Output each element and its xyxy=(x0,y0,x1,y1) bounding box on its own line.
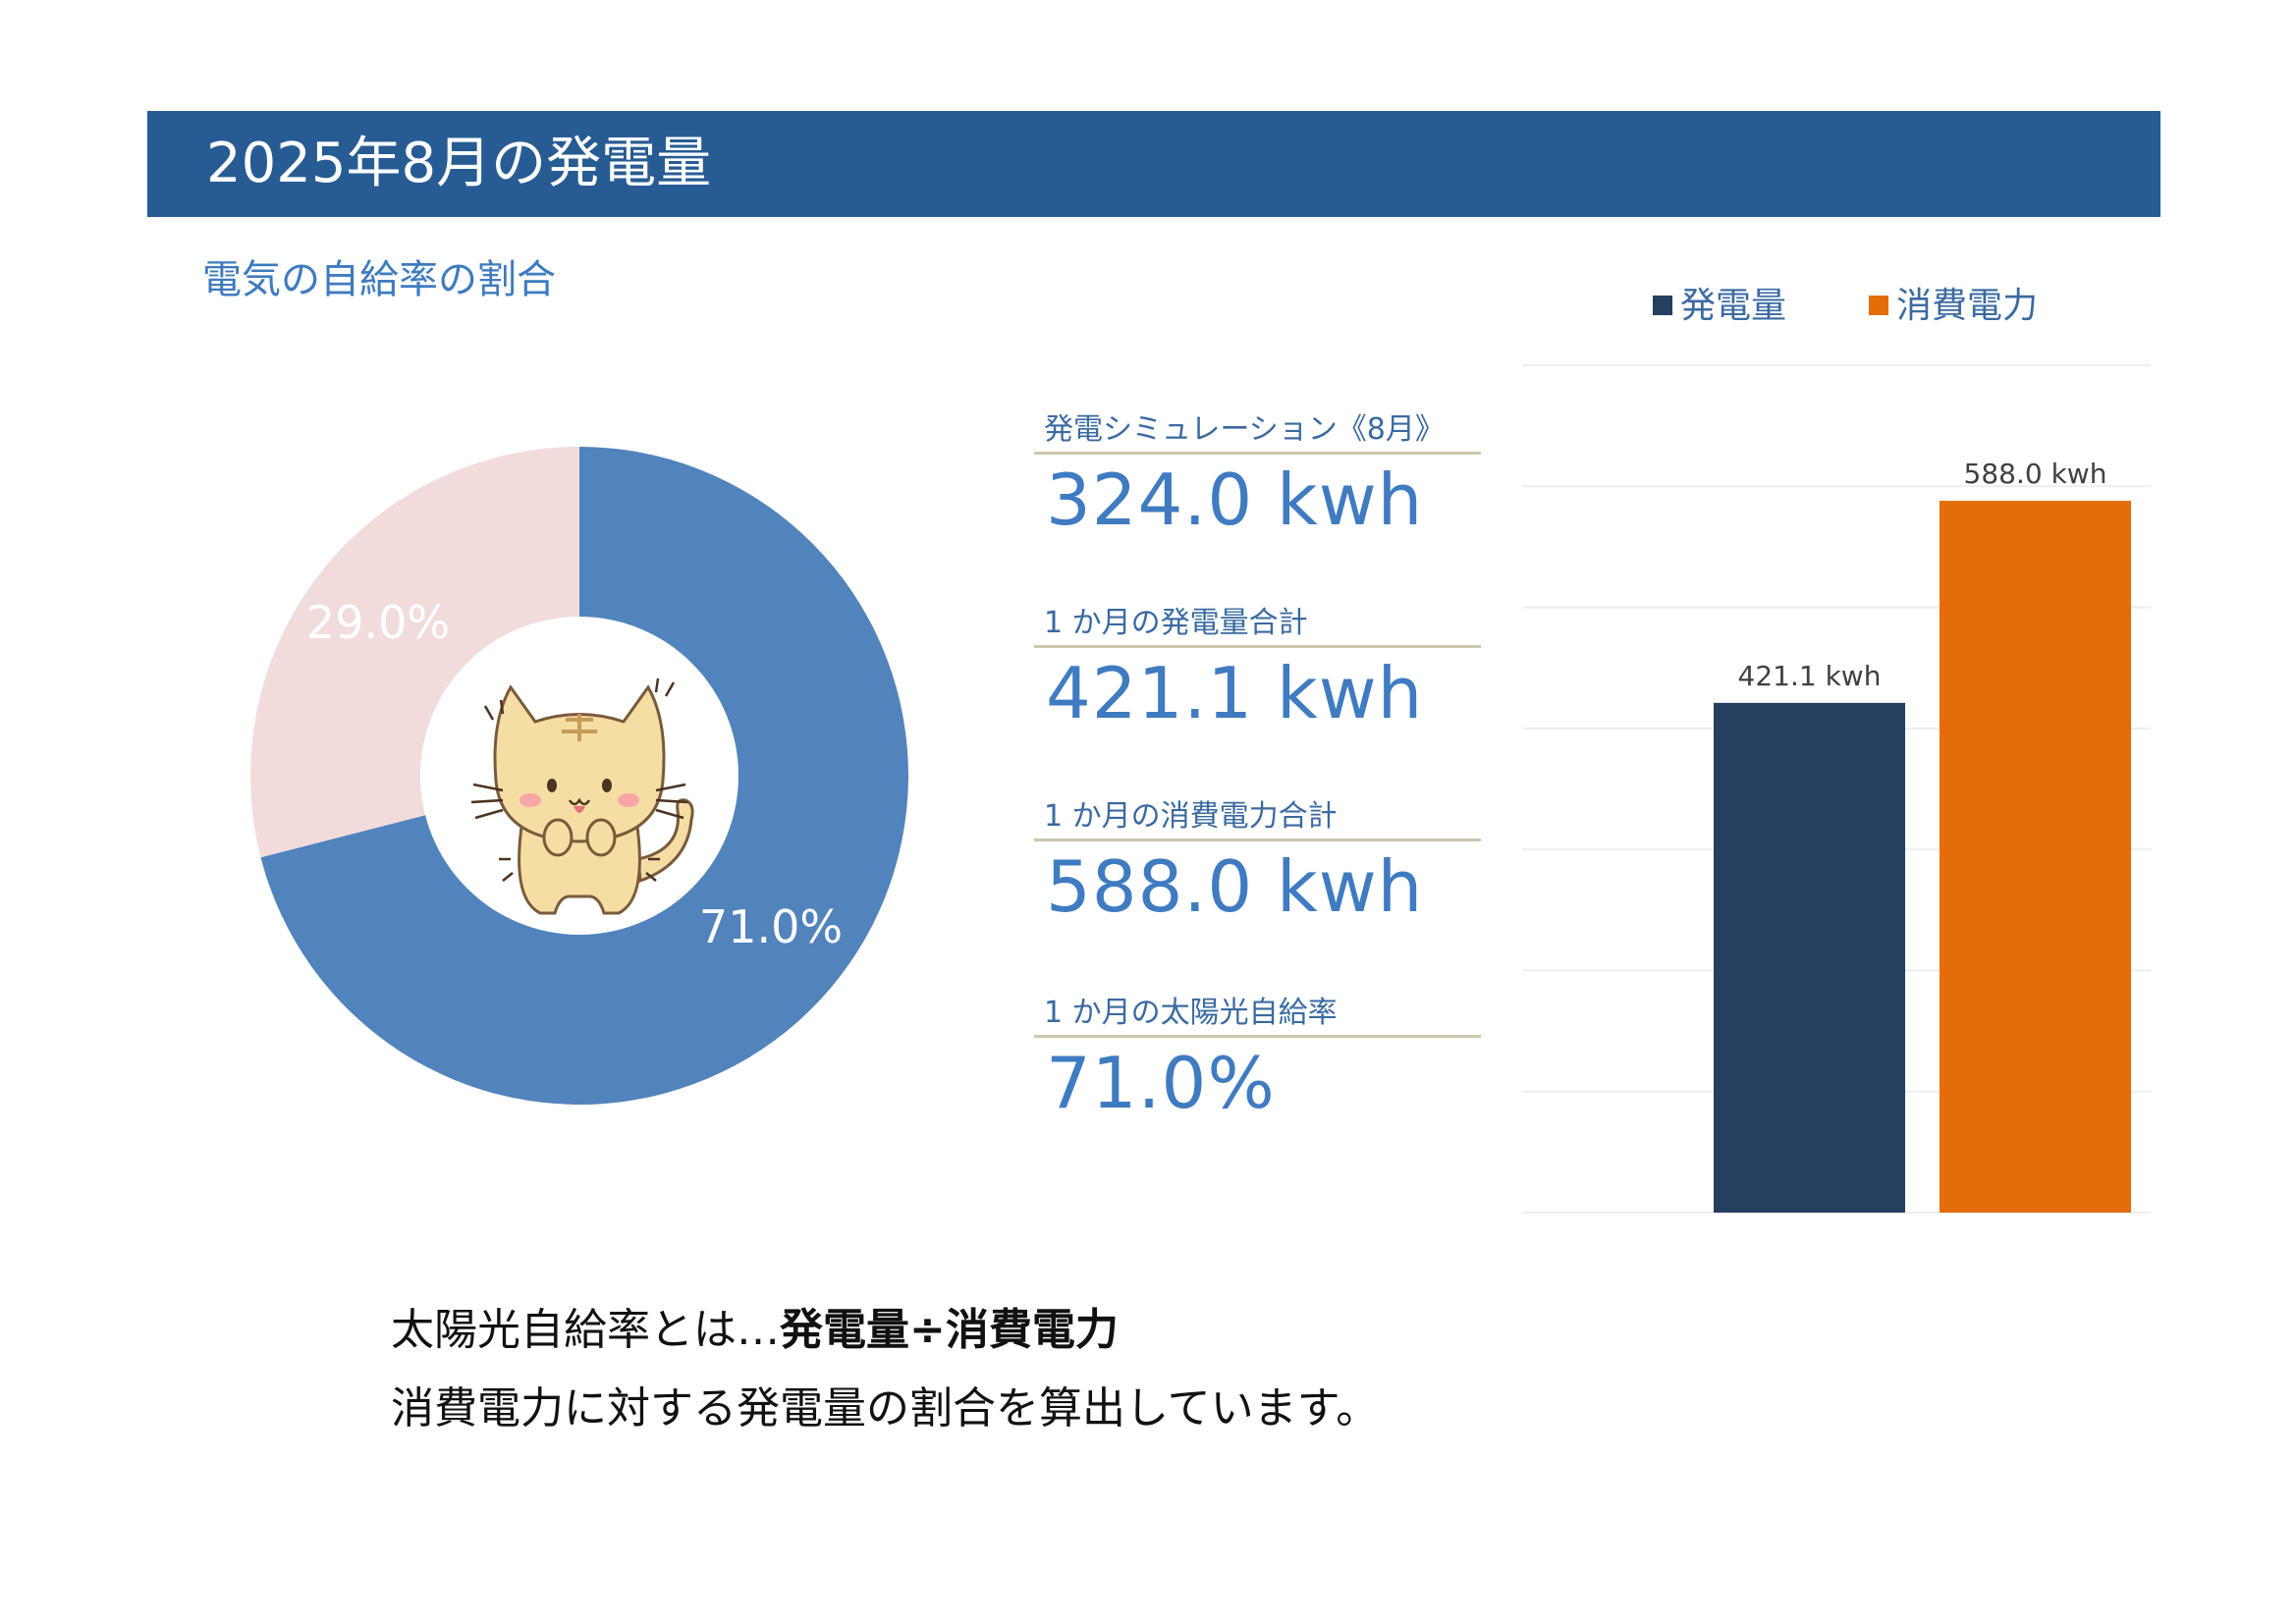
stat-consumption-total: 1 か月の消費電力合計 588.0 kwh xyxy=(1034,791,1481,928)
stat-self-sufficiency: 1 か月の太陽光自給率 71.0% xyxy=(1034,988,1481,1124)
bar-data-label: 421.1 kwh xyxy=(1738,660,1882,692)
stat-generation-total: 1 か月の発電量合計 421.1 kwh xyxy=(1034,598,1481,734)
bar-consumption xyxy=(1940,501,2131,1213)
self-sufficiency-donut-chart: 71.0% 29.0% xyxy=(249,447,909,1105)
page-title: 2025年8月の発電量 xyxy=(206,132,712,195)
cat-illustration xyxy=(470,677,694,915)
footer-definition: 太陽光自給率とは…発電量÷消費電力 xyxy=(391,1294,1119,1357)
energy-bar-chart: 421.1 kwh 588.0 kwh xyxy=(1522,364,2151,1214)
legend-label: 発電量 xyxy=(1680,286,1787,326)
stat-label: 1 か月の消費電力合計 xyxy=(1034,791,1481,841)
stat-simulation: 発電シミュレーション《8月》 324.0 kwh xyxy=(1034,405,1481,541)
footer-definition-prefix: 太陽光自給率とは… xyxy=(391,1305,780,1355)
stat-label: 発電シミュレーション《8月》 xyxy=(1034,405,1481,455)
bar-data-label: 588.0 kwh xyxy=(1964,458,2107,490)
stat-value: 421.1 kwh xyxy=(1046,652,1424,734)
stat-value: 71.0% xyxy=(1046,1042,1276,1124)
legend-label: 消費電力 xyxy=(1896,286,2039,326)
legend-swatch xyxy=(1869,296,1888,315)
legend-swatch xyxy=(1653,296,1672,315)
bar-generation xyxy=(1714,702,1905,1213)
donut-section-title: 電気の自給率の割合 xyxy=(202,257,556,302)
legend-item-generation: 発電量 xyxy=(1653,277,1786,328)
footer-explanation: 消費電力に対する発電量の割合を算出しています。 xyxy=(391,1383,1380,1434)
stat-value: 588.0 kwh xyxy=(1046,845,1424,928)
stat-value: 324.0 kwh xyxy=(1046,459,1424,541)
header-bar: 2025年8月の発電量 xyxy=(147,111,2160,217)
stat-label: 1 か月の太陽光自給率 xyxy=(1034,988,1481,1038)
donut-label-self: 71.0% xyxy=(699,900,843,953)
stat-label: 1 か月の発電量合計 xyxy=(1034,598,1481,648)
footer-formula: 発電量÷消費電力 xyxy=(780,1305,1119,1355)
donut-label-other: 29.0% xyxy=(306,596,450,649)
legend-item-consumption: 消費電力 xyxy=(1869,277,2038,328)
